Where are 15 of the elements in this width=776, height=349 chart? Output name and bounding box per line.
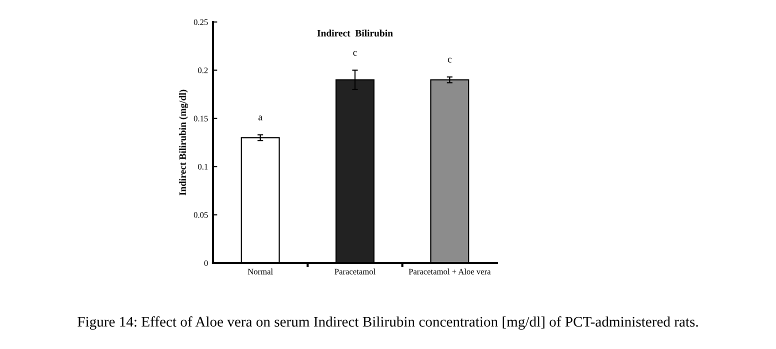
x-tick-label: Paracetamol + Aloe vera	[408, 268, 491, 274]
y-tick-label: 0	[204, 260, 208, 266]
caption: Figure 14: Effect of Aloe vera on serum Indirect Bilirubin concentration [mg/dl] of PCT-administered rats.	[78, 316, 698, 330]
y-tick-label: 0.2	[198, 68, 208, 74]
annotation: c	[448, 58, 452, 62]
y-tick-label: 0.1	[198, 164, 208, 170]
y-tick-label: 0.15	[194, 116, 208, 122]
x-tick-label: Paracetamol	[334, 268, 376, 274]
y-tick-label: 0.05	[194, 212, 208, 218]
text: Indirect Bilirubin	[317, 30, 393, 37]
annotation: c	[353, 51, 357, 56]
y-tick-label: 0.25	[194, 19, 208, 26]
y-axis-title: Indirect Bilirubin (mg/dl)	[179, 90, 188, 196]
annotation: a	[258, 116, 262, 120]
x-tick-label: Normal	[248, 268, 273, 274]
